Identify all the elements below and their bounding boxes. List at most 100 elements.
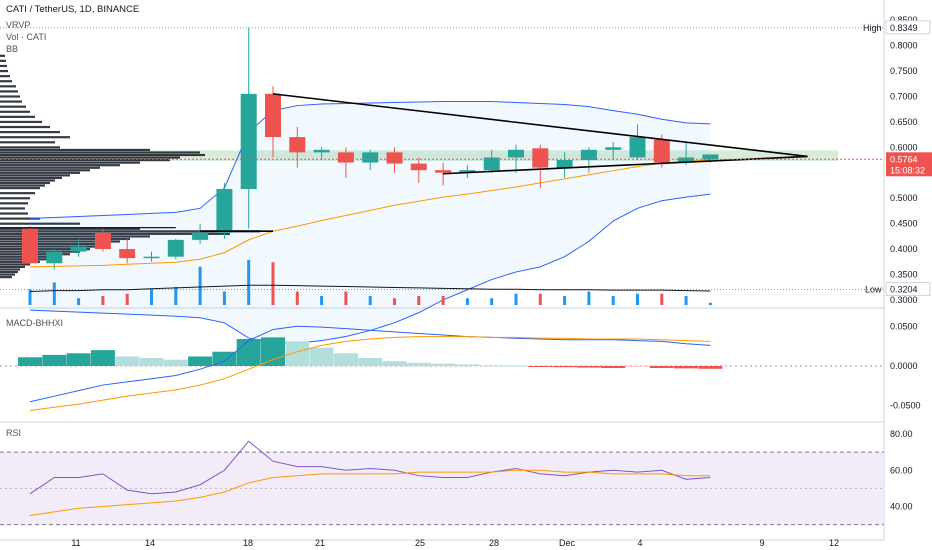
last-price-value: 0.5764 xyxy=(890,154,918,164)
profile-bar xyxy=(0,120,42,124)
volume-bar xyxy=(150,289,153,305)
profile-bar xyxy=(0,222,80,225)
price-tick-label: 0.7000 xyxy=(890,91,918,101)
candle-body xyxy=(46,251,63,264)
rsi-line xyxy=(29,440,711,495)
profile-bar xyxy=(0,85,16,88)
profile-bar xyxy=(0,136,70,139)
high-marker-value: 0.8349 xyxy=(890,23,918,33)
profile-bar xyxy=(0,227,140,230)
volume-bar xyxy=(271,262,275,305)
profile-bar xyxy=(0,207,25,210)
volume-bar xyxy=(636,293,639,305)
macd-histogram-bar xyxy=(139,358,164,366)
macd-histogram-bar xyxy=(358,358,383,366)
volume-bar xyxy=(295,291,299,305)
signal-line xyxy=(29,336,711,411)
low-marker-label: Low xyxy=(865,285,882,295)
price-tick-label: 0.6500 xyxy=(890,117,918,127)
profile-bar xyxy=(0,171,80,174)
volume-bar xyxy=(247,260,251,305)
price-tick-label: 0.4500 xyxy=(890,219,918,229)
macd-histogram-bar xyxy=(406,362,431,366)
macd-tick-label: -0.0500 xyxy=(890,401,921,411)
candle-body xyxy=(22,228,38,264)
rsi-tick-label: 80.00 xyxy=(890,429,913,439)
macd-histogram-bar xyxy=(163,359,188,366)
profile-bar xyxy=(0,115,35,118)
bb-label[interactable]: BB xyxy=(6,44,19,54)
candle-body xyxy=(143,256,160,259)
rsi-label[interactable]: RSI xyxy=(6,428,22,438)
vrvp-label[interactable]: VRVP xyxy=(6,20,31,30)
candle-body xyxy=(337,152,354,163)
last-price-tag xyxy=(886,152,932,177)
price-tick-label: 0.6000 xyxy=(890,142,918,152)
candle-body xyxy=(167,239,184,257)
volume-bar xyxy=(684,296,688,305)
time-tick-label: 21 xyxy=(315,538,325,548)
bb-upper-line xyxy=(29,100,711,220)
time-tick-label: 11 xyxy=(71,538,80,548)
volume-bar xyxy=(368,296,372,305)
volume-bar xyxy=(320,296,324,305)
macd-histogram-bar xyxy=(115,356,140,366)
candle-body xyxy=(459,170,476,173)
volume-bar xyxy=(611,296,615,305)
profile-bar xyxy=(0,164,120,167)
profile-bar xyxy=(0,263,30,266)
volume-bar xyxy=(417,296,421,305)
rsi-tick-label: 60.00 xyxy=(890,465,913,475)
volume-bar xyxy=(490,298,494,305)
profile-bar xyxy=(0,181,50,185)
candle-body xyxy=(119,249,136,259)
candle-body xyxy=(678,157,695,163)
volume-bar xyxy=(393,298,396,305)
macd-histogram-bar xyxy=(188,356,213,366)
time-tick-label: Dec xyxy=(559,538,576,548)
macd-histogram-bar xyxy=(333,353,358,366)
time-axis[interactable]: 11 14 18 21 25 28 Dec 4 9 12 xyxy=(71,538,839,548)
macd-pane xyxy=(0,325,884,411)
volume-bar xyxy=(344,291,348,305)
time-tick-label: 28 xyxy=(489,538,499,548)
volume-bar xyxy=(174,287,178,305)
macd-histogram-bar xyxy=(625,366,650,367)
candle-body xyxy=(435,170,452,173)
macd-histogram-bar xyxy=(18,357,42,366)
macd-histogram-bar xyxy=(479,365,504,367)
candlesticks[interactable] xyxy=(22,27,719,270)
profile-bar xyxy=(0,230,260,233)
candle-body xyxy=(362,152,379,163)
profile-bar xyxy=(0,212,28,215)
rsi-ma-line xyxy=(29,469,711,517)
time-tick-label: 9 xyxy=(759,538,764,548)
price-axis[interactable]: 0.85000.80000.75000.70000.65000.60000.55… xyxy=(863,15,932,511)
volume-bars xyxy=(28,260,712,305)
candle-body xyxy=(508,149,524,158)
profile-bar xyxy=(0,69,8,73)
macd-histogram-bar xyxy=(382,361,407,366)
upper-trendline xyxy=(272,93,808,158)
price-tick-label: 0.4000 xyxy=(890,244,918,254)
profile-bar xyxy=(0,153,205,157)
profile-bar xyxy=(0,276,12,279)
profile-bar xyxy=(0,217,40,220)
profile-bar xyxy=(0,197,30,200)
profile-bar xyxy=(0,100,22,103)
macd-histogram-bar xyxy=(261,337,285,366)
macd-histogram-bar xyxy=(698,366,723,369)
candle-body xyxy=(580,149,597,160)
profile-bar xyxy=(0,237,130,241)
macd-histogram-bar xyxy=(649,366,674,368)
macd-label[interactable]: MACD-BHHXI xyxy=(6,318,64,328)
macd-histogram-bar xyxy=(42,354,67,366)
triangle-trendlines[interactable] xyxy=(0,93,884,233)
rsi-tick-label: 40.00 xyxy=(890,501,913,511)
time-tick-label: 25 xyxy=(415,538,425,548)
volume-label[interactable]: Vol · CATI xyxy=(6,32,47,42)
profile-bar xyxy=(0,202,28,205)
low-value-box xyxy=(885,282,931,297)
macd-histogram-bar xyxy=(431,363,456,366)
